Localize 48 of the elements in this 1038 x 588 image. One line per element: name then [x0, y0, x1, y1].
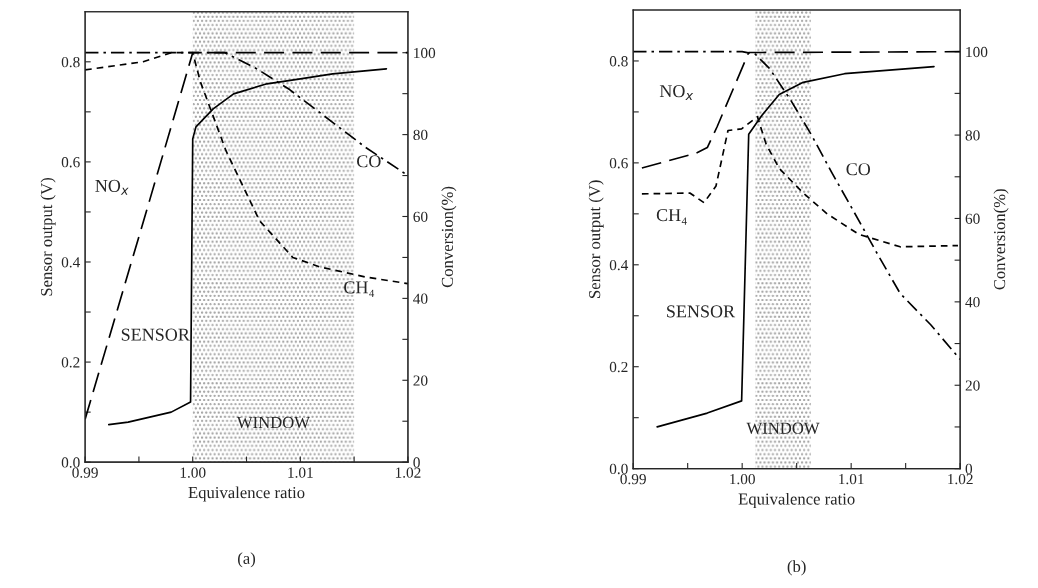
series-label: CO — [357, 155, 381, 168]
y-tick-label: 0.0 — [61, 457, 80, 468]
x-tick-label: 1.01 — [839, 473, 864, 485]
y-tick-label: 0.6 — [61, 157, 80, 168]
y2-tick-label: 40 — [965, 297, 980, 308]
y-tick-label: 0.6 — [609, 158, 628, 169]
x-tick-label: 1.02 — [395, 467, 421, 478]
y2-tick-label: 100 — [966, 46, 988, 58]
y-tick-label: 0.0 — [609, 463, 628, 475]
y2-axis-title: Conversion(%) — [441, 186, 457, 288]
series-label: CH₄ — [656, 209, 687, 225]
y2-tick-label: 80 — [413, 129, 428, 141]
y2-tick-label: 60 — [413, 211, 428, 222]
series-label: SENSOR — [121, 328, 190, 341]
x-tick-label: 0.99 — [620, 473, 646, 485]
text: (a) — [238, 552, 256, 568]
y-tick-label: 0.4 — [61, 257, 81, 268]
x-tick-label: 1.00 — [730, 473, 755, 485]
y2-tick-label: 100 — [414, 47, 436, 59]
y2-tick-label: 20 — [965, 380, 980, 391]
series-label: CO — [846, 163, 871, 176]
y2-axis-title: Conversion(%) — [993, 189, 1009, 290]
y-axis-title: Sensor output (V) — [40, 177, 56, 296]
x-tick-label: 1.02 — [948, 473, 973, 485]
y2-tick-label: 40 — [413, 293, 428, 304]
y2-tick-label: 0 — [965, 463, 973, 475]
band-label: WINDOW — [746, 422, 820, 434]
y-tick-label: 0.8 — [61, 56, 80, 68]
y-axis-title: Sensor output (V) — [588, 180, 604, 298]
y2-tick-label: 0 — [413, 457, 420, 468]
y-tick-label: 0.2 — [61, 357, 80, 368]
series-label: NO$_{x}$ — [95, 179, 129, 195]
x-tick-label: 1.00 — [180, 467, 206, 478]
x-axis-title: Equivalence ratio — [188, 486, 305, 502]
series-label: NO$_{x}$ — [659, 85, 694, 100]
y-tick-label: 0.2 — [609, 361, 628, 373]
y2-tick-label: 20 — [413, 375, 428, 386]
x-tick-label: 0.99 — [72, 467, 98, 478]
series-label: SENSOR — [667, 305, 736, 318]
x-tick-label: 1.01 — [288, 467, 313, 478]
series-label: CH₄ — [344, 281, 375, 297]
text: (b) — [787, 560, 806, 576]
y2-tick-label: 80 — [965, 130, 980, 141]
y-tick-label: 0.4 — [609, 259, 629, 271]
y-tick-label: 0.8 — [609, 56, 628, 67]
x-axis-title: Equivalence ratio — [738, 492, 855, 509]
y2-tick-label: 60 — [965, 213, 980, 224]
band-label: WINDOW — [236, 416, 310, 429]
